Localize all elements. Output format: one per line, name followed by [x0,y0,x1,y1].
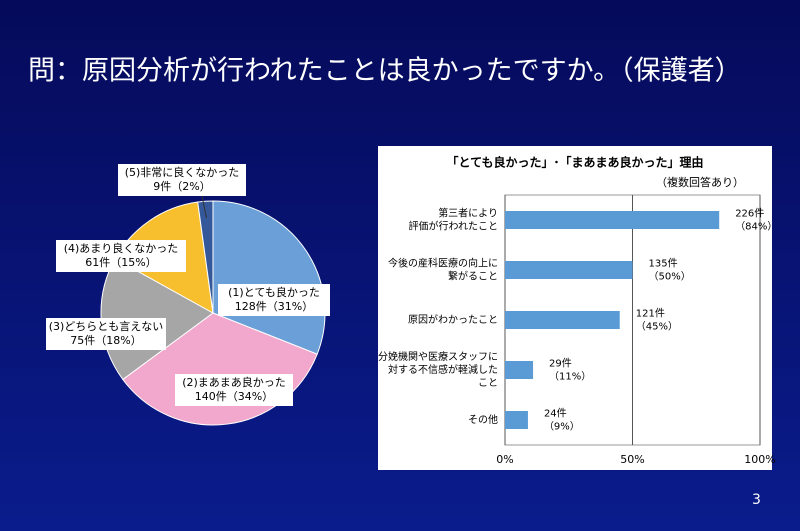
bar [505,311,620,329]
bar-value-label: 121件（45%） [636,308,678,333]
bar [505,361,534,379]
bar [505,261,633,279]
slide-title: 問：原因分析が行われたことは良かったですか。（保護者） [28,56,742,87]
y-category-label: 第三者により評価が行われたこと [409,207,499,233]
y-category-label: 今後の産科医療の向上に繋がること [388,257,498,283]
pie-label: (4)あまり良くなかった [64,241,179,255]
pie-label: (5)非常に良くなかった [125,165,240,179]
pie-value-label: 9件（2%） [153,180,210,193]
x-tick-label: 100% [744,453,775,466]
bar [505,411,528,429]
pie-label-box [218,284,330,316]
bar-value-label: 24件（9%） [544,408,580,433]
pie-label-box [175,374,293,406]
bar-panel [378,146,772,470]
pie-label-box [56,240,186,272]
pie-label: (3)どちらとも言えない [49,320,164,333]
pie-label-box [118,164,246,196]
leader-line [201,195,207,219]
pie-label-box [46,318,166,350]
pie-label: (2)まあまあ良かった [182,375,286,389]
bar-subtitle: （複数回答あり） [656,175,744,189]
pie-value-label: 128件（31%） [235,300,313,313]
pie-label: (1)とても良かった [228,285,320,299]
y-category-label: 原因がわかったこと [408,313,498,326]
y-category-label: その他 [468,413,498,426]
pie-value-label: 61件（15%） [85,256,156,269]
page-number: 3 [752,492,761,508]
bar-title: 「とても良かった」･「まあまあ良かった」理由 [446,155,703,170]
pie-slice [197,200,214,314]
bar-value-label: 135件（50%） [649,258,691,283]
bar [505,211,720,229]
pie-value-label: 140件（34%） [195,390,273,403]
pie-value-label: 75件（18%） [70,334,141,347]
x-tick-label: 0% [496,453,513,466]
bar-value-label: 226件（84%） [735,208,777,233]
bar-value-label: 29件（11%） [549,358,591,383]
x-tick-label: 50% [620,453,644,466]
y-category-label: 分娩機関や医療スタッフに対する不信感が軽減したこと [378,350,498,389]
